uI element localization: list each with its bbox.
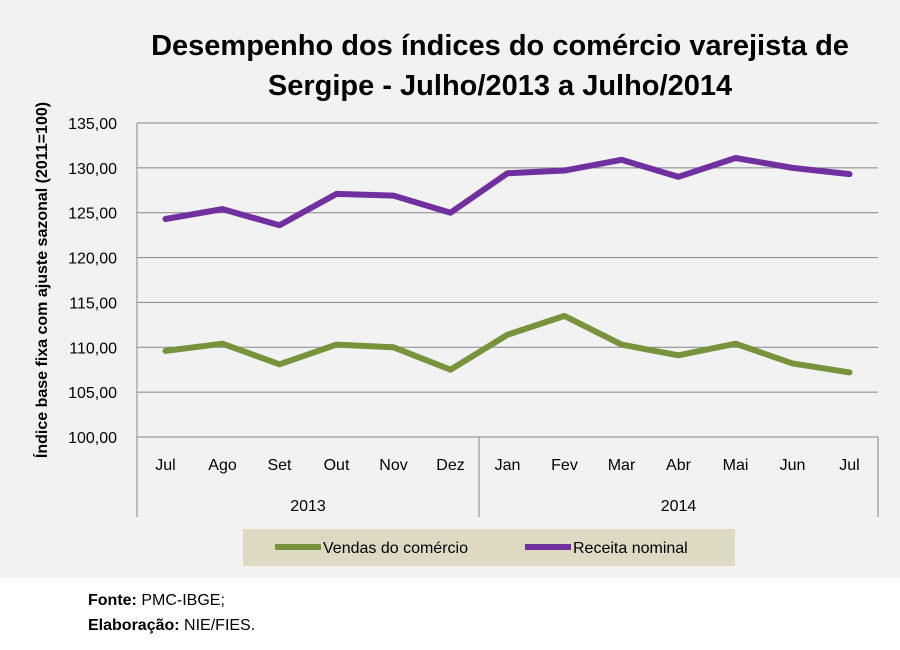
- x-tick-label: Jan: [495, 457, 521, 474]
- source-label: Fonte:: [88, 592, 137, 609]
- legend-label: Vendas do comércio: [323, 540, 468, 557]
- y-tick-label: 115,00: [69, 295, 117, 312]
- y-tick-label: 105,00: [68, 385, 117, 402]
- x-tick-label: Set: [267, 457, 292, 474]
- chart-background: [0, 0, 900, 578]
- y-tick-label: 135,00: [68, 116, 117, 133]
- x-tick-label: Dez: [436, 457, 464, 474]
- y-tick-label: 110,00: [69, 340, 117, 357]
- x-tick-label: Out: [324, 457, 350, 474]
- x-tick-label: Nov: [379, 457, 407, 474]
- x-tick-label: Mai: [723, 457, 749, 474]
- x-group-label: 2013: [290, 498, 326, 515]
- x-tick-label: Jul: [155, 457, 175, 474]
- y-tick-label: 125,00: [68, 206, 117, 223]
- x-tick-label: Jun: [780, 457, 806, 474]
- source-value: PMC-IBGE;: [141, 592, 225, 609]
- y-tick-label: 130,00: [68, 161, 117, 178]
- x-group-label: 2014: [661, 498, 697, 515]
- x-tick-label: Fev: [551, 457, 578, 474]
- legend-label: Receita nominal: [573, 540, 688, 557]
- x-tick-label: Abr: [666, 457, 692, 474]
- y-axis-title: Índice base fixa com ajuste sazonal (201…: [32, 102, 51, 458]
- elaboration-value: NIE/FIES.: [184, 617, 256, 634]
- legend-box: [243, 529, 735, 566]
- elaboration-label: Elaboração:: [88, 617, 180, 634]
- x-tick-label: Mar: [608, 457, 636, 474]
- elaboration-line: Elaboração: NIE/FIES.: [88, 617, 255, 635]
- y-tick-label: 120,00: [68, 251, 117, 268]
- source-line: Fonte: PMC-IBGE;: [88, 592, 225, 610]
- x-tick-label: Jul: [839, 457, 859, 474]
- series-line-vendas-do-comércio: [162, 312, 853, 376]
- x-tick-label: Ago: [208, 457, 237, 474]
- y-tick-label: 100,00: [68, 430, 117, 447]
- chart-title: Desempenho dos índices do comércio varej…: [151, 30, 849, 102]
